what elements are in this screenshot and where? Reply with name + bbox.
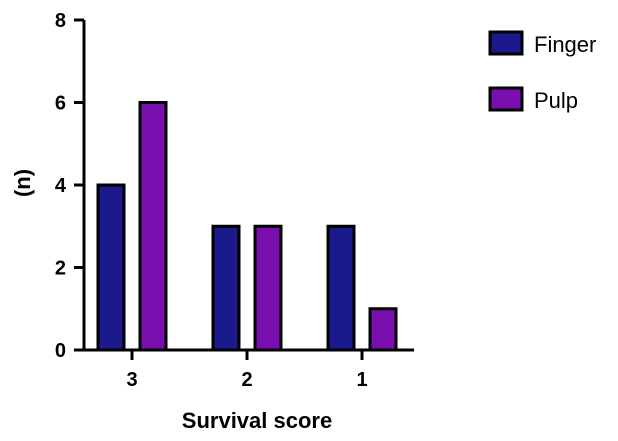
bars <box>96 101 398 352</box>
y-tick-label: 4 <box>55 175 67 197</box>
y-tick-label: 6 <box>55 93 66 115</box>
x-tick-label: 1 <box>356 369 367 391</box>
y-axis-title: (n) <box>10 169 35 197</box>
y-tick-label: 8 <box>55 10 66 32</box>
y-tick-label: 0 <box>55 340 66 362</box>
legend-label-finger: Finger <box>534 32 596 57</box>
x-axis-title: Survival score <box>182 408 332 433</box>
bar-pulp-1 <box>368 307 398 352</box>
x-tick-label: 2 <box>241 369 252 391</box>
legend-swatch-pulp <box>488 86 524 112</box>
bar-pulp-3 <box>138 101 168 352</box>
legend-swatch-finger <box>488 30 524 56</box>
axes: 0 2 4 6 8 3 2 1 <box>55 10 414 391</box>
legend-label-pulp: Pulp <box>534 88 578 113</box>
bar-pulp-2 <box>253 224 283 352</box>
y-tick-label: 2 <box>55 258 66 280</box>
bar-finger-1 <box>326 224 356 352</box>
legend: Finger Pulp <box>488 30 596 113</box>
bar-finger-3 <box>96 183 126 352</box>
bar-finger-2 <box>211 224 241 352</box>
x-tick-label: 3 <box>126 369 137 391</box>
